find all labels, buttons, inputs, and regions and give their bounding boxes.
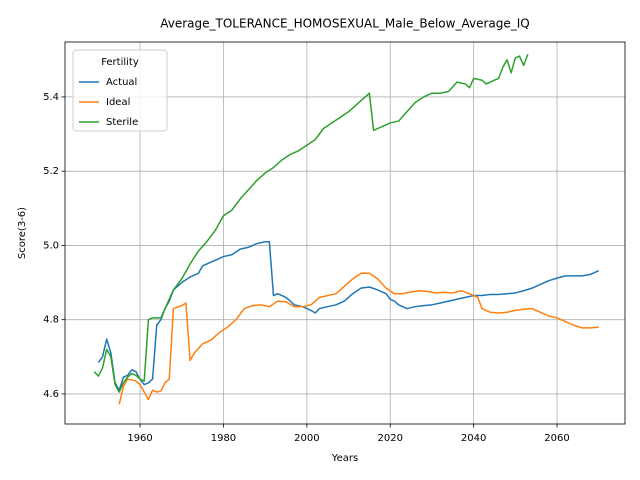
x-tick-label: 2040	[461, 433, 486, 444]
x-tick-label: 1980	[211, 433, 236, 444]
x-tick-label: 2020	[378, 433, 403, 444]
chart-title: Average_TOLERANCE_HOMOSEXUAL_Male_Below_…	[160, 17, 529, 31]
plot-frame	[64, 41, 626, 425]
legend-label: Sterile	[106, 117, 138, 128]
y-tick-label: 4.8	[43, 315, 59, 326]
y-tick-label: 5.2	[43, 166, 59, 177]
legend-title: Fertility	[101, 57, 139, 68]
x-axis-label: Years	[331, 453, 358, 464]
legend-box	[72, 49, 168, 132]
y-axis-label: Score(3-6)	[17, 207, 28, 259]
x-tick-label: 1960	[127, 433, 152, 444]
legend-label: Ideal	[106, 97, 130, 108]
y-tick-label: 5.4	[43, 92, 59, 103]
data-line	[93, 53, 529, 393]
data-line	[118, 272, 599, 405]
y-tick-label: 5.0	[43, 240, 59, 251]
x-tick-label: 2000	[294, 433, 319, 444]
legend-label: Actual	[106, 77, 137, 88]
data-line	[97, 240, 600, 391]
y-tick-label: 4.6	[43, 389, 59, 400]
x-tick-label: 2060	[544, 433, 569, 444]
